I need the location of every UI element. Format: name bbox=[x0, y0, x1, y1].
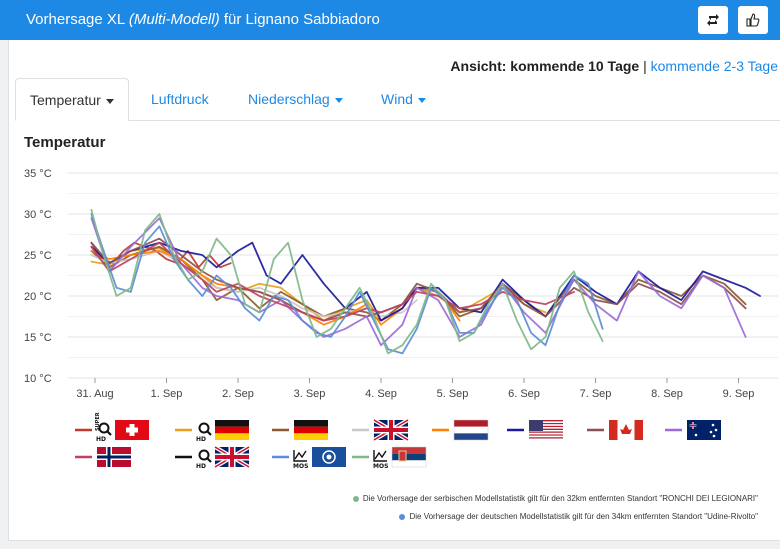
y-tick-label: 35 °C bbox=[24, 168, 52, 180]
repost-icon bbox=[707, 14, 719, 26]
tab-luftdruck[interactable]: Luftdruck bbox=[151, 91, 209, 107]
view-selector: Ansicht: kommende 10 Tage | kommende 2-3… bbox=[450, 58, 778, 74]
legend-tag-hd: HD bbox=[196, 436, 206, 443]
series-line bbox=[90, 213, 604, 355]
tab-bar: Temperatur Luftdruck Niederschlag Wind bbox=[15, 78, 780, 121]
series-line bbox=[90, 250, 461, 326]
chart-title: Temperatur bbox=[24, 134, 106, 151]
legend-item-canada bbox=[587, 420, 643, 440]
page-title: Vorhersage XL (Multi-Modell) für Lignano… bbox=[26, 11, 380, 28]
note-serbian-mos: Die Vorhersage der serbischen Modellstat… bbox=[352, 494, 758, 503]
x-tick-label: 7. Sep bbox=[580, 388, 612, 400]
view-link-2-3-days[interactable]: kommende 2-3 Tage bbox=[650, 58, 778, 74]
series-line bbox=[90, 209, 604, 355]
tab-niederschlag[interactable]: Niederschlag bbox=[248, 78, 343, 120]
legend-item-serbia: MOS bbox=[352, 446, 427, 470]
y-tick-label: 20 °C bbox=[24, 291, 52, 303]
legend-item-usa bbox=[507, 420, 563, 440]
x-tick-label: 9. Sep bbox=[723, 388, 755, 400]
legend-item-netherlands bbox=[432, 419, 489, 441]
legend-tag-hd: HD bbox=[196, 463, 206, 470]
legend-item-uk bbox=[352, 418, 410, 442]
caret-down-icon bbox=[334, 97, 343, 103]
green-dot-icon bbox=[352, 495, 359, 502]
x-tick-label: 5. Sep bbox=[437, 388, 469, 400]
tab-temperatur[interactable]: Temperatur bbox=[15, 78, 129, 121]
legend-tag-super: SUPER bbox=[95, 412, 101, 431]
legend-item-germany-dwd: MOS bbox=[272, 447, 346, 470]
blue-dot-icon bbox=[399, 513, 406, 520]
legend-item-germany: HD bbox=[175, 420, 249, 443]
x-tick-label: 8. Sep bbox=[651, 388, 683, 400]
x-tick-label: 1. Sep bbox=[151, 388, 183, 400]
y-tick-label: 10 °C bbox=[24, 373, 52, 385]
series-line bbox=[90, 237, 747, 322]
caret-down-icon bbox=[417, 97, 426, 103]
legend-item-germany bbox=[272, 420, 328, 440]
view-current: Ansicht: kommende 10 Tage bbox=[450, 58, 640, 74]
legend-item-australia bbox=[665, 420, 721, 440]
series-line bbox=[90, 217, 747, 347]
y-tick-label: 30 °C bbox=[24, 209, 52, 221]
legend-tag-mos: MOS bbox=[373, 463, 388, 470]
x-tick-label: 31. Aug bbox=[76, 388, 113, 400]
legend-tag-mos: MOS bbox=[293, 463, 308, 470]
caret-down-icon bbox=[105, 98, 114, 104]
x-tick-label: 4. Sep bbox=[365, 388, 397, 400]
legend-tag-hd: HD bbox=[96, 436, 106, 443]
legend-item-uk: HD bbox=[175, 445, 251, 470]
title-bar: Vorhersage XL (Multi-Modell) für Lignano… bbox=[0, 0, 780, 40]
thumbs-up-icon bbox=[746, 13, 760, 27]
y-tick-label: 15 °C bbox=[24, 332, 52, 344]
repost-button[interactable] bbox=[698, 6, 728, 34]
series-line bbox=[90, 245, 747, 322]
tab-wind[interactable]: Wind bbox=[381, 78, 426, 120]
series-line bbox=[90, 241, 761, 322]
y-tick-label: 25 °C bbox=[24, 250, 52, 262]
note-german-mos: Die Vorhersage der deutschen Modellstati… bbox=[399, 512, 758, 521]
legend-item-switzerland: SUPER HD bbox=[75, 412, 149, 443]
x-tick-label: 2. Sep bbox=[222, 388, 254, 400]
x-tick-label: 6. Sep bbox=[508, 388, 540, 400]
legend-item-norway bbox=[75, 447, 131, 467]
x-tick-label: 3. Sep bbox=[294, 388, 326, 400]
like-button[interactable] bbox=[738, 6, 768, 34]
